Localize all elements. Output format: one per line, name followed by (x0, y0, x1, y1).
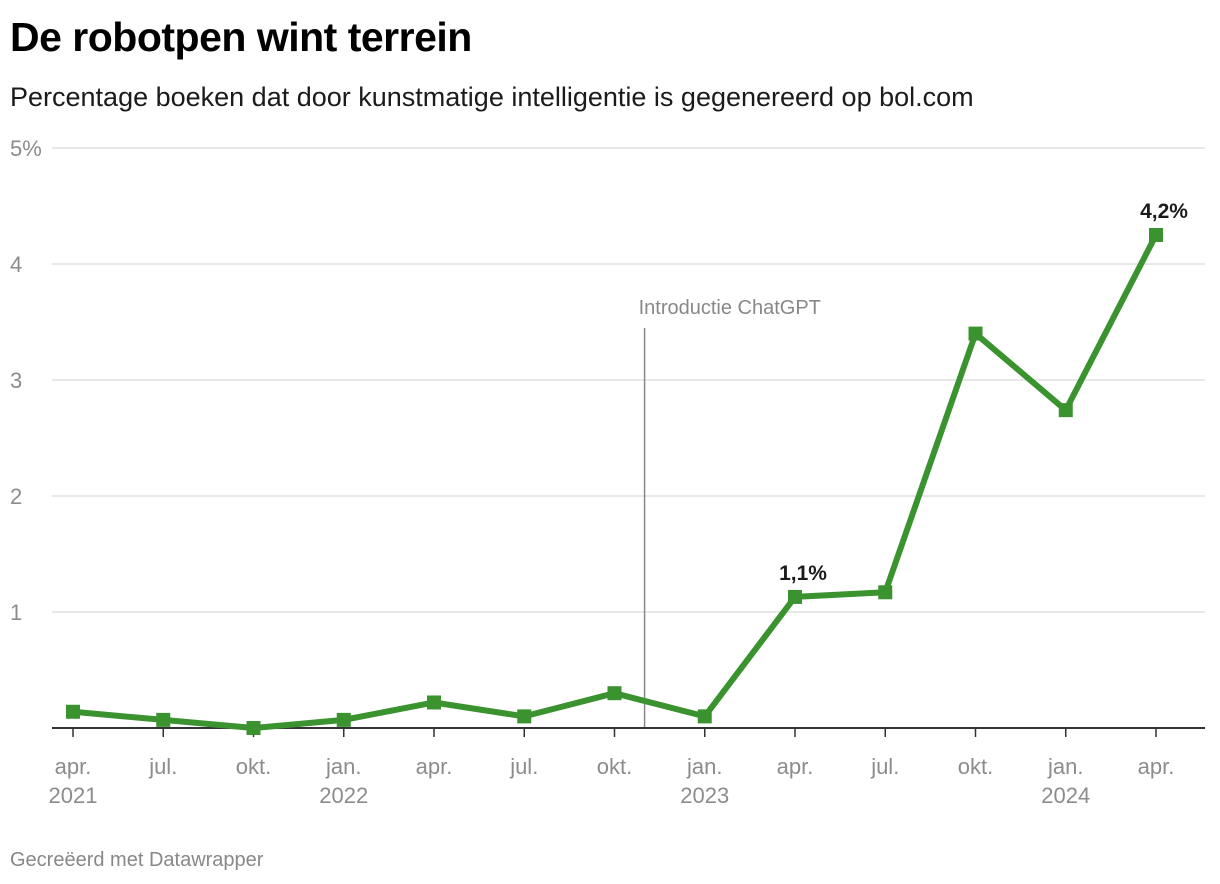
data-point-marker (427, 695, 441, 710)
x-tick-label: jul. (148, 754, 177, 779)
x-tick-label: okt. (236, 754, 271, 779)
chart-subtitle: Percentage boeken dat door kunstmatige i… (10, 82, 974, 112)
credit-footer: Gecreëerd met Datawrapper (10, 849, 264, 871)
y-axis-ticks: 1 2 3 4 5% (10, 136, 42, 625)
x-tick-label: jul. (509, 754, 538, 779)
x-tick-year-label: 2022 (319, 783, 368, 808)
y-tick-label: 5% (10, 136, 42, 161)
x-tick-label: jan. (1047, 754, 1083, 779)
data-point-marker (1149, 228, 1163, 242)
x-tick-year-label: 2023 (680, 783, 729, 808)
chatgpt-annotation-label: Introductie ChatGPT (639, 297, 821, 319)
data-point-marker (517, 709, 532, 724)
data-point-marker (246, 721, 261, 735)
data-point-marker (968, 326, 983, 341)
x-tick-label: apr. (416, 754, 453, 779)
data-point-marker (66, 704, 80, 719)
data-point-marker (697, 709, 712, 724)
series-layer (66, 228, 1163, 735)
data-label: 1,1% (779, 562, 827, 585)
annotation-layer: Introductie ChatGPT (639, 297, 821, 728)
x-tick-label: okt. (597, 754, 632, 779)
x-tick-label: apr. (1138, 754, 1175, 779)
x-tick-label: jul. (870, 754, 899, 779)
x-tick-label: jan. (325, 754, 361, 779)
x-tick-label: apr. (55, 754, 92, 779)
data-labels: 1,1% 4,2% (779, 200, 1188, 585)
data-point-marker (878, 585, 893, 600)
x-tick-label: jan. (686, 754, 722, 779)
series-line (70, 232, 1159, 731)
x-axis-ticks: apr. 2021 jul. okt. jan. 2022 apr. jul. okt. jan.… (49, 728, 1175, 808)
y-tick-label: 1 (10, 600, 22, 625)
gridlines (52, 147, 1205, 613)
y-tick-label: 4 (10, 252, 22, 277)
y-tick-label: 3 (10, 368, 22, 393)
x-tick-year-label: 2024 (1041, 783, 1090, 808)
x-tick-year-label: 2021 (49, 783, 98, 808)
data-point-marker (1058, 403, 1073, 418)
data-point-marker (336, 712, 351, 727)
y-tick-label: 2 (10, 484, 22, 509)
data-point-marker (156, 712, 171, 727)
data-point-marker (788, 589, 802, 604)
x-tick-label: apr. (777, 754, 814, 779)
chart-title: De robotpen wint terrein (10, 14, 472, 60)
x-tick-label: okt. (958, 754, 993, 779)
data-label: 4,2% (1140, 200, 1188, 223)
data-point-marker (607, 686, 622, 701)
